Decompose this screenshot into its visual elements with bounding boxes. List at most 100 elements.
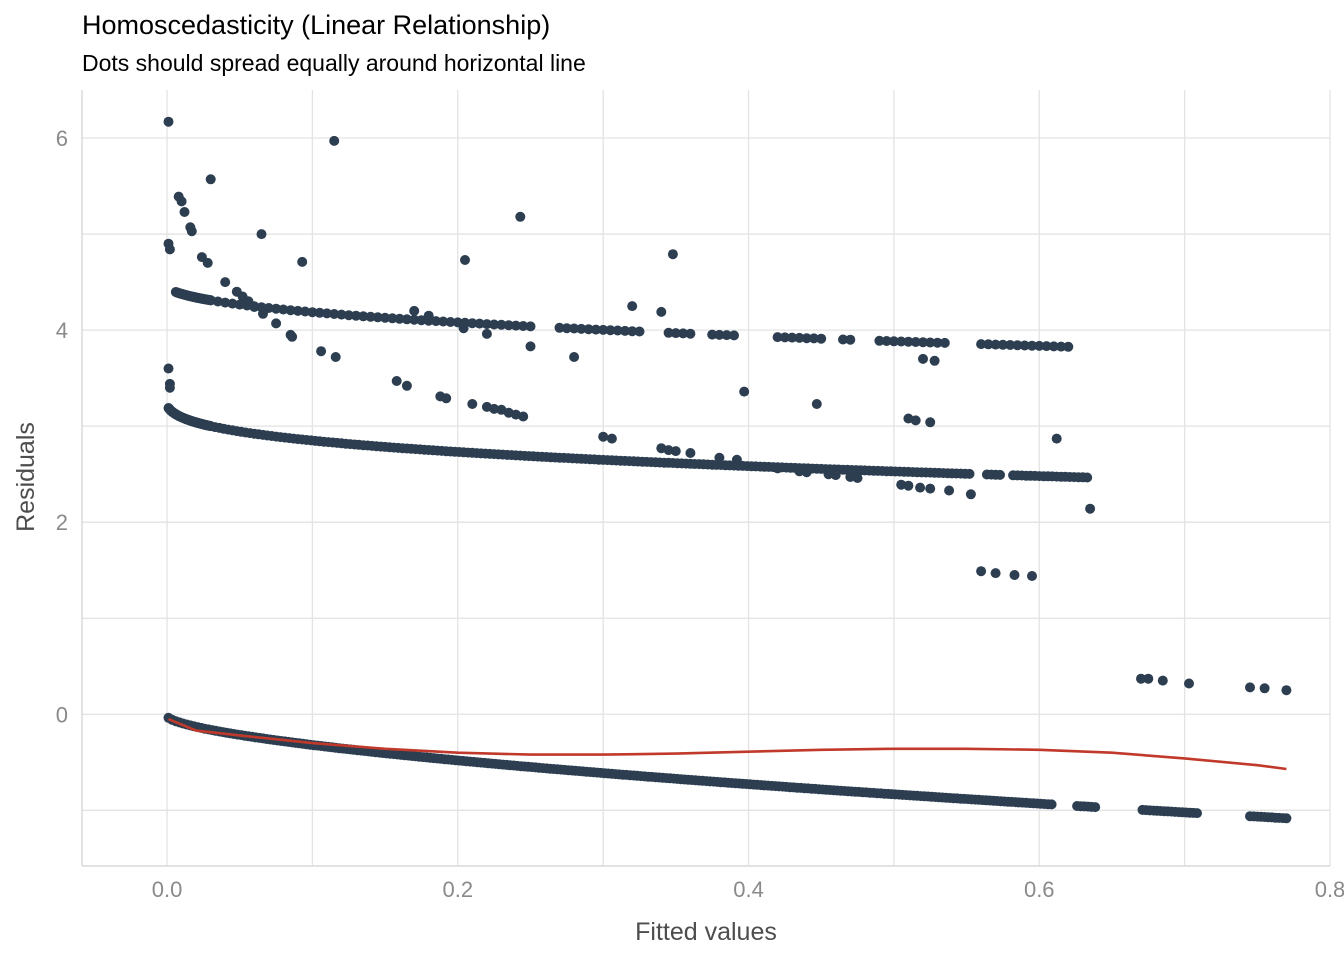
data-point	[329, 135, 340, 146]
data-point	[721, 330, 732, 341]
data-point	[179, 207, 190, 217]
data-point	[554, 322, 565, 333]
data-point	[1281, 685, 1292, 696]
data-point	[598, 431, 609, 442]
y-axis-title: Residuals	[12, 422, 40, 532]
data-point	[496, 319, 507, 330]
data-point	[278, 304, 289, 315]
data-point	[164, 382, 175, 393]
data-point	[489, 403, 500, 414]
data-point	[1281, 813, 1292, 824]
y-tick-label: 6	[56, 126, 68, 151]
data-point	[1085, 503, 1096, 514]
data-point	[423, 315, 434, 326]
data-point	[285, 305, 296, 316]
data-point	[838, 334, 848, 345]
data-point	[569, 323, 580, 334]
data-point	[964, 468, 975, 479]
y-axis-ticks: 0 2 4 6	[56, 126, 68, 727]
data-point	[1192, 808, 1202, 819]
data-point	[416, 315, 427, 326]
data-point	[670, 328, 681, 339]
data-point	[202, 257, 213, 268]
data-point	[1090, 802, 1101, 813]
data-point	[387, 313, 398, 324]
data-point	[939, 337, 950, 348]
data-point	[351, 310, 361, 321]
data-point	[176, 196, 187, 207]
data-point	[242, 300, 252, 311]
data-point	[401, 314, 412, 325]
data-point	[801, 333, 812, 344]
y-tick-label: 2	[56, 510, 68, 535]
data-point	[663, 327, 674, 338]
x-axis-title: Fitted values	[635, 918, 777, 946]
data-point	[910, 337, 921, 347]
data-point	[287, 331, 298, 342]
data-point	[1184, 678, 1194, 689]
data-point	[263, 303, 274, 313]
data-point	[163, 116, 174, 127]
data-point	[561, 323, 572, 334]
data-point	[401, 380, 412, 391]
data-point	[474, 318, 485, 329]
data-point	[365, 311, 376, 322]
data-point	[816, 333, 827, 344]
data-point	[489, 319, 500, 330]
data-point	[510, 320, 521, 331]
data-point	[220, 297, 231, 308]
data-point	[918, 353, 928, 364]
data-point	[467, 318, 478, 329]
data-point	[1012, 340, 1023, 351]
data-point	[1005, 340, 1016, 350]
data-point	[525, 321, 536, 332]
chart-title: Homoscedasticity (Linear Relationship)	[82, 10, 551, 40]
data-point	[409, 305, 420, 316]
data-point	[656, 306, 667, 317]
data-point	[1009, 570, 1020, 580]
data-point	[852, 473, 863, 483]
data-point	[297, 256, 308, 267]
data-point	[990, 568, 1001, 579]
data-point	[380, 312, 391, 323]
data-point	[441, 393, 452, 404]
data-point	[598, 324, 609, 335]
data-point	[932, 337, 943, 348]
data-point	[300, 306, 311, 317]
data-point	[976, 339, 987, 350]
data-point	[1041, 341, 1052, 352]
data-point	[481, 319, 492, 330]
data-point	[336, 309, 347, 320]
data-point	[944, 485, 955, 496]
data-point	[234, 299, 245, 310]
data-point	[1082, 472, 1093, 483]
data-point	[431, 316, 441, 327]
data-point	[787, 332, 798, 343]
data-point	[307, 307, 318, 318]
data-point	[627, 326, 638, 337]
data-point	[925, 417, 936, 428]
data-point	[1027, 340, 1037, 351]
data-point	[896, 336, 907, 347]
data-point	[518, 321, 529, 331]
data-point	[1063, 341, 1074, 352]
data-point	[888, 336, 899, 347]
data-point	[445, 317, 456, 327]
data-point	[903, 480, 914, 491]
data-point	[811, 399, 822, 409]
data-point	[220, 277, 231, 288]
data-point	[1034, 340, 1045, 351]
data-point	[409, 314, 420, 325]
data-point	[438, 316, 449, 327]
data-point	[1046, 799, 1057, 810]
data-point	[772, 332, 783, 343]
data-point	[515, 211, 526, 222]
data-point	[1245, 682, 1255, 693]
x-tick-label: 0.0	[152, 877, 183, 902]
data-point	[1019, 340, 1030, 351]
data-point	[503, 320, 514, 331]
data-point	[620, 325, 630, 336]
chart-subtitle: Dots should spread equally around horizo…	[82, 50, 586, 76]
data-point	[881, 336, 892, 346]
